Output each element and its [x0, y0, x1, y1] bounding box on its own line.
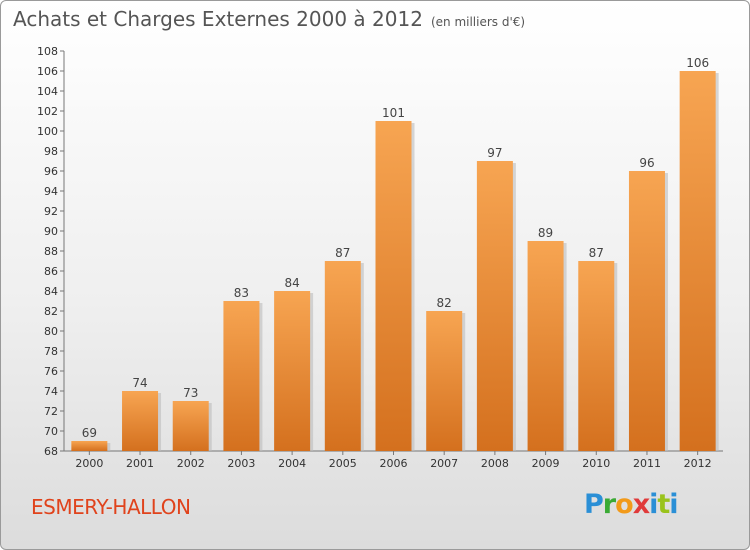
bar — [71, 441, 108, 451]
y-tick-label: 82 — [44, 305, 58, 318]
bar — [324, 261, 361, 451]
chart-title: Achats et Charges Externes 2000 à 2012 (e… — [13, 7, 525, 31]
y-tick-label: 96 — [44, 165, 58, 178]
y-tick-label: 106 — [37, 65, 58, 78]
axes: 68 70 72 74 76 78 80 82 84 86 88 90 92 94 96 98 100 102 10… — [37, 45, 723, 470]
x-tick-label: 2006 — [380, 457, 408, 470]
y-tick-label: 108 — [37, 45, 58, 58]
bar — [628, 171, 665, 451]
y-tick-label: 90 — [44, 225, 58, 238]
y-tick-label: 84 — [44, 285, 58, 298]
x-tick-label: 2003 — [227, 457, 255, 470]
y-tick-label: 92 — [44, 205, 58, 218]
x-tick-label: 2008 — [481, 457, 509, 470]
bar — [679, 71, 716, 451]
data-label: 87 — [589, 246, 604, 260]
y-tick-label: 78 — [44, 345, 58, 358]
data-label: 101 — [382, 106, 405, 120]
bar — [375, 121, 412, 451]
bar — [476, 161, 513, 451]
y-tick-label: 104 — [37, 85, 58, 98]
x-tick-label: 2004 — [278, 457, 306, 470]
y-tick-label: 80 — [44, 325, 58, 338]
bar — [172, 401, 209, 451]
logo-letter: x — [632, 489, 650, 520]
bar — [426, 311, 463, 451]
data-label: 69 — [82, 426, 97, 440]
x-tick-label: 2010 — [582, 457, 610, 470]
data-label: 97 — [487, 146, 502, 160]
y-tick-label: 98 — [44, 145, 58, 158]
location-name: ESMERY-HALLON — [31, 495, 191, 519]
x-tick-label: 2012 — [684, 457, 712, 470]
data-label: 96 — [639, 156, 654, 170]
bar — [223, 301, 260, 451]
y-tick-label: 88 — [44, 245, 58, 258]
y-tick-label: 102 — [37, 105, 58, 118]
proxiti-logo[interactable]: Proxiti — [584, 489, 679, 520]
chart-subtitle: (en milliers d'€) — [430, 15, 526, 29]
x-tick-label: 2001 — [126, 457, 154, 470]
logo-letter: o — [615, 489, 634, 520]
x-tick-label: 2000 — [75, 457, 103, 470]
logo-letter: P — [584, 489, 604, 520]
value-labels: 69 74 73 83 84 87 101 82 97 89 87 96 106 — [82, 56, 709, 440]
data-label: 74 — [132, 376, 147, 390]
logo-letter: r — [602, 489, 616, 520]
data-label: 87 — [335, 246, 350, 260]
y-tick-label: 100 — [37, 125, 58, 138]
logo-letter: i — [649, 489, 658, 520]
x-tick-label: 2009 — [532, 457, 560, 470]
y-tick-label: 74 — [44, 385, 58, 398]
data-label: 106 — [686, 56, 709, 70]
y-tick-label: 94 — [44, 185, 58, 198]
y-tick-label: 76 — [44, 365, 58, 378]
y-tick-label: 72 — [44, 405, 58, 418]
y-tick-label: 68 — [44, 445, 58, 458]
data-label: 83 — [234, 286, 249, 300]
bar — [274, 291, 311, 451]
chart-title-text: Achats et Charges Externes 2000 à 2012 — [13, 7, 423, 31]
data-label: 84 — [284, 276, 299, 290]
bars — [71, 71, 719, 451]
bar — [527, 241, 564, 451]
bar — [578, 261, 615, 451]
data-label: 89 — [538, 226, 553, 240]
x-tick-label: 2005 — [329, 457, 357, 470]
bar — [122, 391, 159, 451]
y-tick-label: 86 — [44, 265, 58, 278]
y-tick-label: 70 — [44, 425, 58, 438]
data-label: 73 — [183, 386, 198, 400]
x-tick-label: 2007 — [430, 457, 458, 470]
logo-letter: t — [657, 489, 670, 520]
logo-letter: i — [669, 489, 678, 520]
x-tick-label: 2002 — [177, 457, 205, 470]
x-tick-label: 2011 — [633, 457, 661, 470]
data-label: 82 — [437, 296, 452, 310]
